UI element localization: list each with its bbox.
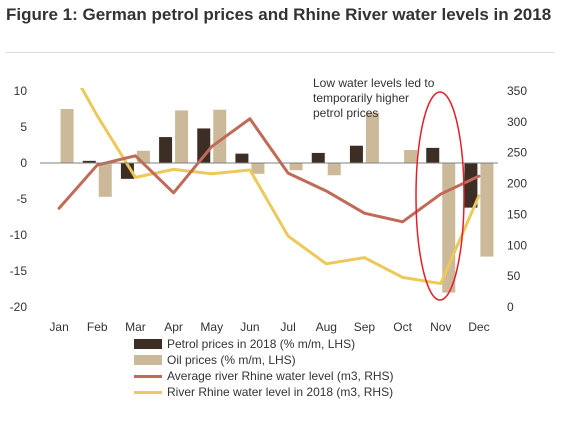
title-divider: [6, 52, 554, 53]
oil-bar: [251, 163, 265, 174]
y-right-tick-label: 350: [507, 84, 527, 98]
annotation-line: temporarily higher: [313, 91, 409, 105]
y-right-tick-label: 300: [507, 115, 527, 129]
oil-bar: [327, 163, 341, 176]
x-tick-label: Jan: [49, 320, 68, 334]
x-tick-label: Sep: [354, 320, 376, 334]
annotation-line: Low water levels led to: [313, 76, 435, 90]
y-left-tick-label: 0: [20, 156, 27, 170]
petrol-bar: [235, 153, 249, 163]
annotation-text: Low water levels led to temporarily highe…: [313, 76, 435, 120]
petrol-bar: [464, 163, 478, 208]
annotation-group: Low water levels led to temporarily highe…: [313, 76, 465, 301]
y-left-tick-label: -20: [10, 300, 28, 314]
y-left-tick-label: 5: [20, 120, 27, 134]
lines-group: [57, 88, 481, 286]
legend-swatch-petrol: [134, 339, 162, 349]
annotation-line: petrol prices: [313, 106, 378, 120]
river-2018-line: [79, 88, 481, 286]
legend-swatch-average-river: [134, 375, 162, 378]
legend-item-river-2018: River Rhine water level in 2018 (m3, RHS…: [134, 384, 434, 400]
legend-item-average-river: Average river Rhine water level (m3, RHS…: [134, 368, 434, 384]
legend-label-river-2018: River Rhine water level in 2018 (m3, RHS…: [167, 385, 394, 399]
y-right-tick-label: 50: [507, 269, 521, 283]
legend-item-petrol: Petrol prices in 2018 (% m/m, LHS): [134, 336, 434, 352]
petrol-bars-group: [82, 128, 478, 208]
oil-bar: [60, 109, 74, 163]
y-right-tick-label: 0: [507, 300, 514, 314]
y-right-tick-label: 250: [507, 146, 527, 160]
y-right-tick-label: 100: [507, 238, 527, 252]
axes-group: Jan Feb Mar Apr May Jun Jul Aug Sep Oct Nov Dec1050…: [10, 84, 528, 334]
legend: Petrol prices in 2018 (% m/m, LHS) Oil p…: [134, 336, 434, 400]
y-left-tick-label: 10: [14, 84, 28, 98]
legend-label-oil: Oil prices (% m/m, LHS): [167, 353, 296, 367]
oil-bar: [213, 109, 227, 163]
legend-swatch-river-2018: [134, 391, 162, 394]
y-right-tick-label: 150: [507, 207, 527, 221]
oil-bar: [289, 163, 303, 171]
x-tick-label: Apr: [164, 320, 183, 334]
petrol-bar: [311, 152, 325, 163]
oil-bar: [404, 150, 418, 163]
average-river-line: [57, 117, 481, 224]
y-left-tick-label: -5: [16, 192, 27, 206]
oil-bar: [98, 163, 112, 197]
petrol-bar: [159, 137, 173, 163]
legend-label-average-river: Average river Rhine water level (m3, RHS…: [167, 369, 394, 383]
oil-bars-group: [60, 109, 494, 293]
x-tick-label: Mar: [125, 320, 146, 334]
oil-bar: [365, 112, 379, 163]
legend-item-oil: Oil prices (% m/m, LHS): [134, 352, 434, 368]
x-tick-label: Aug: [316, 320, 337, 334]
y-left-tick-label: -10: [10, 228, 28, 242]
legend-label-petrol: Petrol prices in 2018 (% m/m, LHS): [167, 337, 356, 351]
x-tick-label: Nov: [430, 320, 451, 334]
x-tick-label: May: [200, 320, 223, 334]
x-tick-label: Dec: [468, 320, 489, 334]
figure-title: Figure 1: German petrol prices and Rhine…: [6, 5, 552, 24]
x-tick-label: Oct: [393, 320, 412, 334]
y-right-tick-label: 200: [507, 177, 527, 191]
oil-bar: [175, 110, 189, 163]
petrol-bar: [82, 160, 96, 163]
x-tick-label: Feb: [87, 320, 108, 334]
petrol-bar: [349, 145, 363, 163]
y-left-tick-label: -15: [10, 264, 28, 278]
x-tick-label: Jun: [240, 320, 259, 334]
highlight-ellipse: [415, 91, 465, 301]
oil-bar: [480, 163, 494, 257]
petrol-bar: [426, 147, 440, 163]
legend-swatch-oil: [134, 355, 162, 365]
x-tick-label: Jul: [280, 320, 295, 334]
